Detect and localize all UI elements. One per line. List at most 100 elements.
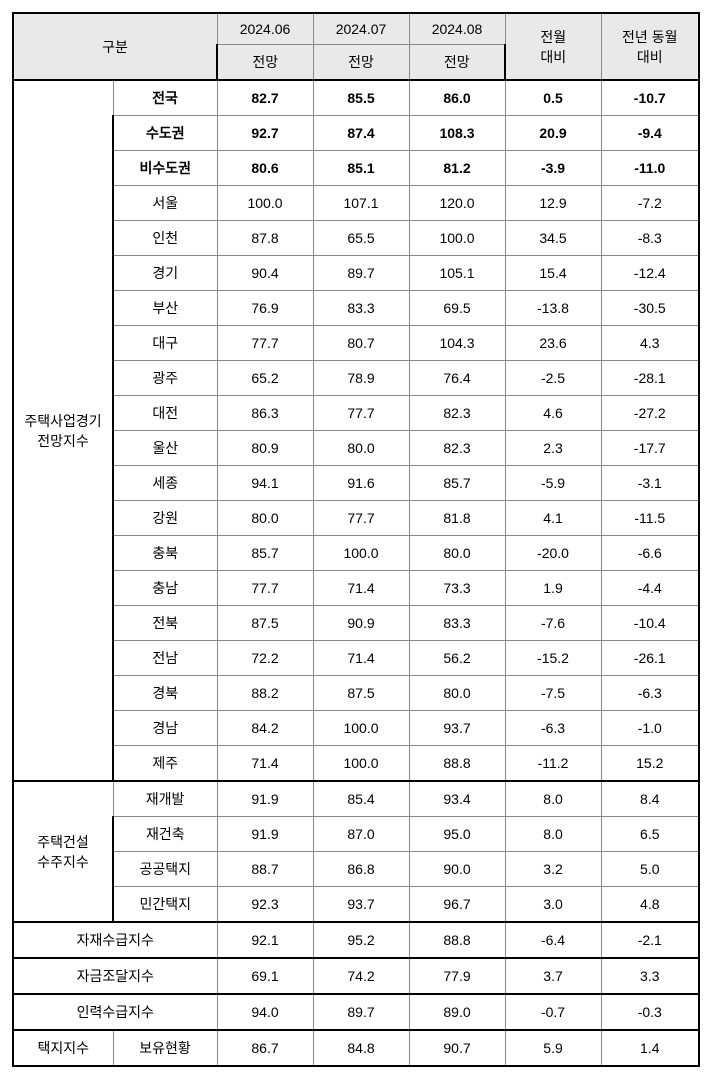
cell: 69.1: [217, 958, 313, 994]
cell: -6.6: [601, 536, 699, 571]
cell: -28.1: [601, 361, 699, 396]
cell: 107.1: [313, 186, 409, 221]
cell: 4.6: [505, 396, 601, 431]
cell: 86.8: [313, 852, 409, 887]
cell: 수도권: [113, 116, 217, 151]
cell: 93.7: [313, 887, 409, 923]
table-row: 자금조달지수69.174.277.93.73.3: [13, 958, 699, 994]
cell: 88.8: [409, 746, 505, 782]
cell: 공공택지: [113, 852, 217, 887]
cell: 100.0: [409, 221, 505, 256]
cell: 78.9: [313, 361, 409, 396]
cell: 71.4: [217, 746, 313, 782]
cell: 92.1: [217, 922, 313, 958]
cell: 대전: [113, 396, 217, 431]
table-row: 서울100.0107.1120.012.9-7.2: [13, 186, 699, 221]
cell: 80.0: [217, 501, 313, 536]
cell: 3.7: [505, 958, 601, 994]
cell: 12.9: [505, 186, 601, 221]
cell: 94.1: [217, 466, 313, 501]
col-m2: 2024.07: [313, 13, 409, 45]
cell: 8.0: [505, 817, 601, 852]
cell: 91.6: [313, 466, 409, 501]
group-label-g2: 주택건설 수주지수: [13, 781, 113, 922]
cell: 충북: [113, 536, 217, 571]
table-row: 광주65.278.976.4-2.5-28.1: [13, 361, 699, 396]
table-row: 전남72.271.456.2-15.2-26.1: [13, 641, 699, 676]
cell: 90.9: [313, 606, 409, 641]
cell: 서울: [113, 186, 217, 221]
cell: -10.4: [601, 606, 699, 641]
cell: 88.8: [409, 922, 505, 958]
cell: 69.5: [409, 291, 505, 326]
cell: 90.4: [217, 256, 313, 291]
col-mom: 전월대비: [505, 13, 601, 80]
cell: 100.0: [217, 186, 313, 221]
cell: 87.5: [217, 606, 313, 641]
cell: 광주: [113, 361, 217, 396]
cell: 108.3: [409, 116, 505, 151]
cell: 92.7: [217, 116, 313, 151]
cell: 87.0: [313, 817, 409, 852]
cell: 72.2: [217, 641, 313, 676]
cell: 3.2: [505, 852, 601, 887]
cell: 88.2: [217, 676, 313, 711]
cell: 77.7: [313, 396, 409, 431]
cell: 85.5: [313, 80, 409, 116]
cell: 5.0: [601, 852, 699, 887]
cell: 86.3: [217, 396, 313, 431]
cell: 80.7: [313, 326, 409, 361]
cell: -17.7: [601, 431, 699, 466]
cell: 80.0: [313, 431, 409, 466]
cell: 120.0: [409, 186, 505, 221]
table-row: 수도권92.787.4108.320.9-9.4: [13, 116, 699, 151]
cell: 90.7: [409, 1030, 505, 1066]
cell: 100.0: [313, 536, 409, 571]
cell: 8.4: [601, 781, 699, 817]
table-row: 강원80.077.781.84.1-11.5: [13, 501, 699, 536]
cell: -10.7: [601, 80, 699, 116]
table-row: 전북87.590.983.3-7.6-10.4: [13, 606, 699, 641]
cell: 81.2: [409, 151, 505, 186]
cell: 77.7: [217, 571, 313, 606]
cell: 88.7: [217, 852, 313, 887]
cell: 경기: [113, 256, 217, 291]
cell: 77.7: [313, 501, 409, 536]
cell: 경북: [113, 676, 217, 711]
cell: 89.0: [409, 994, 505, 1030]
group-label-g6: 택지지수: [13, 1030, 113, 1066]
cell: 104.3: [409, 326, 505, 361]
cell: 충남: [113, 571, 217, 606]
cell: 부산: [113, 291, 217, 326]
cell: 83.3: [409, 606, 505, 641]
cell: 1.9: [505, 571, 601, 606]
group-label-g6sub: 보유현황: [113, 1030, 217, 1066]
cell: 74.2: [313, 958, 409, 994]
cell: 81.8: [409, 501, 505, 536]
cell: 80.0: [409, 676, 505, 711]
cell: 91.9: [217, 781, 313, 817]
cell: -9.4: [601, 116, 699, 151]
table-row: 충남77.771.473.31.9-4.4: [13, 571, 699, 606]
cell: -7.6: [505, 606, 601, 641]
cell: 민간택지: [113, 887, 217, 923]
cell: 87.4: [313, 116, 409, 151]
cell: 4.3: [601, 326, 699, 361]
cell: 94.0: [217, 994, 313, 1030]
col-sub3: 전망: [409, 45, 505, 81]
cell: -2.1: [601, 922, 699, 958]
cell: 82.3: [409, 431, 505, 466]
cell: -3.1: [601, 466, 699, 501]
cell: 86.0: [409, 80, 505, 116]
cell: -7.5: [505, 676, 601, 711]
table-row: 재건축91.987.095.08.06.5: [13, 817, 699, 852]
cell: -2.5: [505, 361, 601, 396]
cell: 5.9: [505, 1030, 601, 1066]
cell: 96.7: [409, 887, 505, 923]
cell: 20.9: [505, 116, 601, 151]
cell: 80.9: [217, 431, 313, 466]
cell: -3.9: [505, 151, 601, 186]
cell: 83.3: [313, 291, 409, 326]
col-yoy: 전년 동월대비: [601, 13, 699, 80]
cell: 95.0: [409, 817, 505, 852]
